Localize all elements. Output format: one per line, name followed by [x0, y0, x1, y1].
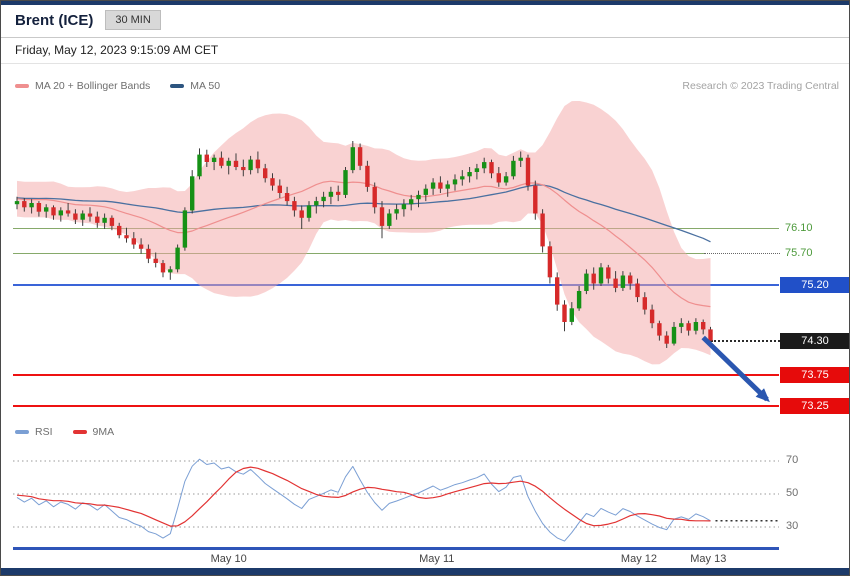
ma50-legend-swatch	[170, 84, 185, 88]
rsi-ma-legend-swatch	[72, 430, 87, 434]
top-border-bar	[1, 1, 849, 5]
rsi-legend-swatch	[15, 430, 29, 434]
rsi-level-50-label: 50	[786, 487, 799, 499]
x-axis-label: May 11	[419, 553, 455, 565]
rsi-level-70-label: 70	[786, 454, 799, 466]
chart-datetime: Friday, May 12, 2023 9:15:09 AM CET	[15, 43, 219, 57]
support1-price-badge: 73.75	[780, 367, 849, 383]
datetime-divider	[1, 63, 849, 64]
copyright-text: Research © 2023 Trading Central	[682, 80, 839, 92]
x-axis-label: May 13	[690, 553, 727, 565]
ma50-legend-label: MA 50	[190, 80, 221, 92]
rsi-level-30-label: 30	[786, 520, 799, 532]
x-axis-label: May 10	[210, 553, 247, 565]
bottom-border-bar	[1, 568, 849, 575]
support2-price-badge: 73.25	[780, 398, 849, 414]
timeframe-badge: 30 MIN	[105, 10, 161, 30]
price-chart	[13, 101, 779, 423]
header-divider	[1, 37, 849, 38]
rsi-legend: RSI 9MA	[15, 426, 114, 438]
support1-line	[13, 374, 779, 376]
last-price-dotted-line	[711, 340, 780, 342]
main-chart-svg	[14, 101, 770, 403]
resistance2-label: 76.10	[785, 222, 813, 234]
resistance1-line	[13, 253, 704, 254]
main-chart-legend: MA 20 + Bollinger Bands MA 50 Research ©…	[15, 80, 839, 92]
header: Brent (ICE) 30 MIN	[15, 10, 161, 30]
bollinger-legend-swatch	[15, 84, 29, 88]
rsi-chart-svg	[13, 458, 779, 542]
rsi-legend-label: RSI	[35, 426, 53, 438]
bollinger-legend-label: MA 20 + Bollinger Bands	[35, 80, 151, 92]
support2-line	[13, 405, 779, 407]
x-axis-label: May 12	[620, 553, 657, 565]
instrument-title: Brent (ICE)	[15, 11, 94, 29]
resistance1-dotted-extension	[704, 253, 780, 254]
rsi-ma-legend-label: 9MA	[92, 426, 115, 438]
pivot-price-badge: 75.20	[780, 277, 849, 293]
pivot-line	[13, 284, 779, 286]
rsi-panel	[13, 451, 779, 548]
resistance1-label: 75.70	[785, 247, 813, 259]
x-axis-line	[13, 547, 779, 550]
last-price-badge: 74.30	[780, 333, 849, 349]
